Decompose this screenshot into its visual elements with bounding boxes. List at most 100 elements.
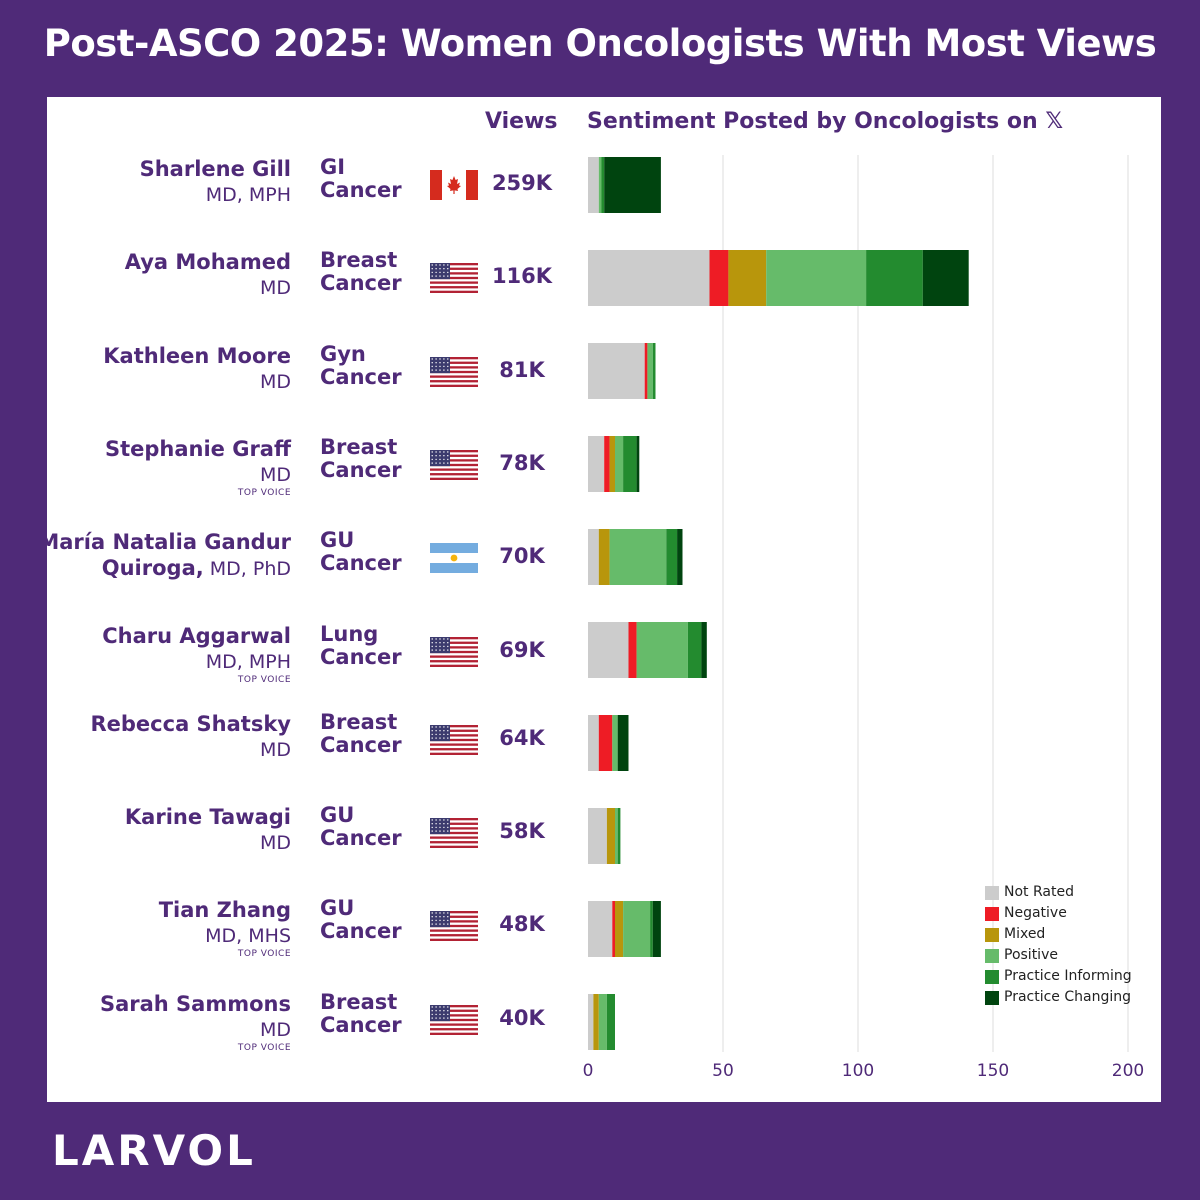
cancer-type: Breast Cancer — [320, 711, 402, 757]
views-count: 69K — [499, 638, 545, 662]
larvol-logo: LARVOL — [52, 1126, 256, 1175]
legend-label: Not Rated — [1004, 884, 1074, 900]
oncologist-credentials: MD, MHS — [205, 924, 291, 948]
bar-segment — [652, 343, 656, 399]
cancer-type: GU Cancer — [320, 897, 402, 943]
views-count: 78K — [499, 451, 545, 475]
credential-text: MD — [259, 739, 291, 761]
bar-segment — [601, 157, 605, 213]
oncologist-row: Rebecca Shatsky MD Breast Cancer 64K — [47, 711, 587, 791]
credential-text: MD — [259, 1019, 291, 1041]
cancer-type-line1: GU — [320, 528, 355, 552]
cancer-type: Gyn Cancer — [320, 343, 402, 389]
x-tick-label: 50 — [712, 1061, 734, 1081]
bar-segment — [609, 436, 615, 492]
credential-text: MD, PhD — [203, 558, 291, 580]
cancer-type-line2: Cancer — [320, 365, 402, 389]
usa-flag-icon — [430, 725, 478, 755]
views-count: 58K — [499, 819, 545, 843]
bar-segment — [612, 715, 618, 771]
usa-flag-icon — [430, 357, 478, 387]
legend-label: Positive — [1004, 947, 1058, 963]
bar-segment — [615, 436, 624, 492]
usa-flag-icon — [430, 637, 478, 667]
bar-segment — [588, 622, 629, 678]
bar-segment — [588, 808, 607, 864]
oncologist-row: Tian Zhang MD, MHS TOP VOICE GU Cancer 48K — [47, 897, 587, 977]
cancer-type: GU Cancer — [320, 804, 402, 850]
bar-segment — [628, 622, 637, 678]
cancer-type-line2: Cancer — [320, 1013, 402, 1037]
top-voice-badge: TOP VOICE — [237, 488, 291, 498]
canada-flag-icon — [430, 170, 478, 200]
views-header: Views — [485, 109, 558, 134]
x-logo-icon: 𝕏 — [1045, 109, 1064, 134]
cancer-type: GU Cancer — [320, 529, 402, 575]
bar-segment — [615, 901, 624, 957]
oncologist-name: Kathleen Moore — [103, 344, 291, 368]
usa-flag-icon — [430, 911, 478, 941]
views-count: 64K — [499, 726, 545, 750]
cancer-type-line2: Cancer — [320, 919, 402, 943]
bar-segment — [593, 994, 599, 1050]
bar-segment — [598, 157, 602, 213]
bar-segment — [612, 901, 615, 957]
bar-segment — [666, 529, 678, 585]
cancer-type: Breast Cancer — [320, 436, 402, 482]
bar-segment — [636, 622, 688, 678]
legend-swatch — [985, 886, 999, 900]
bar-segment — [588, 715, 599, 771]
usa-flag-icon — [430, 263, 478, 293]
cancer-type-line2: Cancer — [320, 458, 402, 482]
cancer-type-line1: Lung — [320, 622, 379, 646]
oncologist-name: Rebecca Shatsky — [90, 712, 291, 736]
bar-segment — [588, 157, 599, 213]
bar-segment — [588, 994, 594, 1050]
cancer-type-line2: Cancer — [320, 271, 402, 295]
bar-segment — [598, 715, 613, 771]
sentiment-header-text: Sentiment Posted by Oncologists on — [587, 109, 1038, 134]
views-count: 259K — [491, 171, 553, 195]
cancer-type: GI Cancer — [320, 156, 402, 202]
bar-segment — [615, 808, 618, 864]
bar-segment — [766, 250, 867, 306]
bar-segment — [606, 994, 615, 1050]
legend-swatch — [985, 970, 999, 984]
chart-panel: Views Sentiment Posted by Oncologists on… — [38, 97, 1161, 1102]
cancer-type-line1: Gyn — [320, 342, 366, 366]
views-count: 40K — [499, 1006, 545, 1030]
cancer-type-line1: Breast — [320, 435, 398, 459]
oncologist-credentials: MD — [260, 1018, 291, 1042]
oncologist-row: Stephanie Graff MD TOP VOICE Breast Cancer 78… — [47, 436, 587, 516]
usa-flag-icon — [430, 450, 478, 480]
bar-segment — [588, 436, 605, 492]
x-tick-label: 150 — [977, 1061, 1009, 1081]
chart-title: Post-ASCO 2025: Women Oncologists With M… — [43, 22, 1157, 65]
bar-segment — [588, 343, 645, 399]
bar-segment — [728, 250, 767, 306]
x-tick-label: 200 — [1112, 1061, 1144, 1081]
cancer-type: Breast Cancer — [320, 249, 402, 295]
bar-segment — [617, 715, 629, 771]
oncologist-name: Sarah Sammons — [99, 992, 291, 1016]
cancer-type-line2: Cancer — [320, 645, 402, 669]
top-voice-badge: TOP VOICE — [237, 675, 291, 685]
oncologist-row: Charu Aggarwal MD, MPH TOP VOICE Lung Cancer… — [47, 623, 587, 703]
bar-segment — [588, 901, 613, 957]
oncologist-credentials: MD — [260, 370, 291, 394]
cancer-type-line2: Cancer — [320, 733, 402, 757]
bar-segment — [647, 343, 653, 399]
credential-text: MD, MHS — [205, 925, 291, 947]
sentiment-header: Sentiment Posted by Oncologists on 𝕏 — [587, 109, 1063, 134]
cancer-type: Breast Cancer — [320, 991, 402, 1037]
top-voice-badge: TOP VOICE — [237, 949, 291, 959]
usa-flag-icon — [430, 818, 478, 848]
oncologist-row: Sarah Sammons MD TOP VOICE Breast Cancer 40K — [47, 991, 587, 1071]
cancer-type-line2: Cancer — [320, 826, 402, 850]
cancer-type-line1: GU — [320, 803, 355, 827]
bar-segment — [652, 901, 661, 957]
legend-label: Practice Informing — [1004, 968, 1132, 984]
oncologist-row: Karine Tawagi MD GU Cancer 58K — [47, 804, 587, 884]
cancer-type-line1: Breast — [320, 710, 398, 734]
bar-segment — [866, 250, 923, 306]
